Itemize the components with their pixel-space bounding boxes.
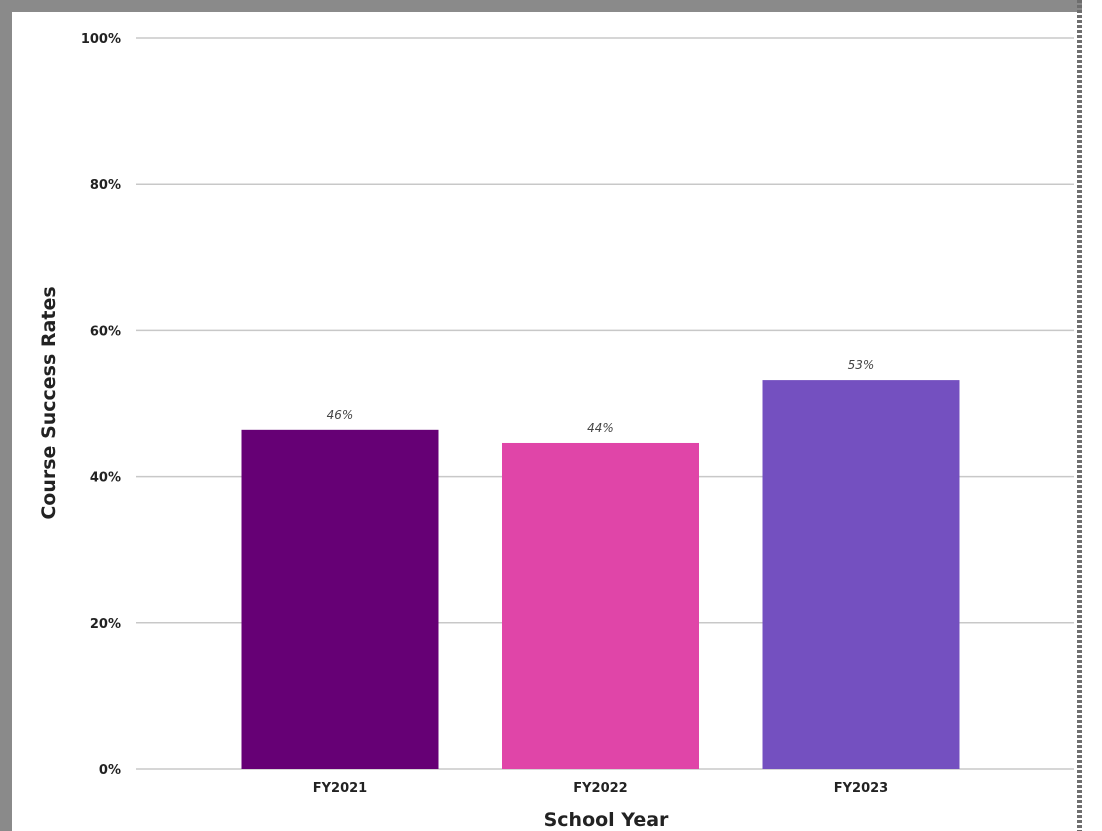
bar-fy2023 — [762, 380, 960, 769]
data-labels: 46% 44% 53% — [327, 358, 875, 435]
data-label-fy2022: 44% — [587, 421, 614, 435]
x-tick-label-fy2023: FY2023 — [834, 781, 888, 796]
frame-border-left — [0, 0, 12, 831]
y-axis-title: Course Success Rates — [38, 286, 60, 519]
bar-fy2022 — [502, 442, 699, 769]
y-tick-label: 100% — [81, 32, 121, 47]
x-tick-label-fy2021: FY2021 — [313, 781, 367, 796]
bars — [241, 380, 960, 769]
frame-border-top — [0, 0, 1102, 12]
bar-fy2021 — [241, 429, 439, 769]
y-tick-label: 0% — [99, 763, 121, 778]
data-label-fy2023: 53% — [848, 358, 875, 372]
y-tick-label: 40% — [90, 471, 121, 486]
frame-border-right-dotted — [1077, 0, 1082, 831]
x-axis-ticks: FY2021 FY2022 FY2023 — [313, 781, 888, 796]
x-axis-title: School Year — [544, 809, 669, 831]
y-tick-label: 80% — [90, 178, 121, 193]
y-axis-ticks: 0% 20% 40% 60% 80% 100% — [81, 32, 121, 778]
frame-margin-right — [1082, 0, 1102, 831]
data-label-fy2021: 46% — [327, 408, 354, 422]
x-tick-label-fy2022: FY2022 — [573, 781, 627, 796]
y-tick-label: 20% — [90, 617, 121, 632]
y-tick-label: 60% — [90, 324, 121, 339]
